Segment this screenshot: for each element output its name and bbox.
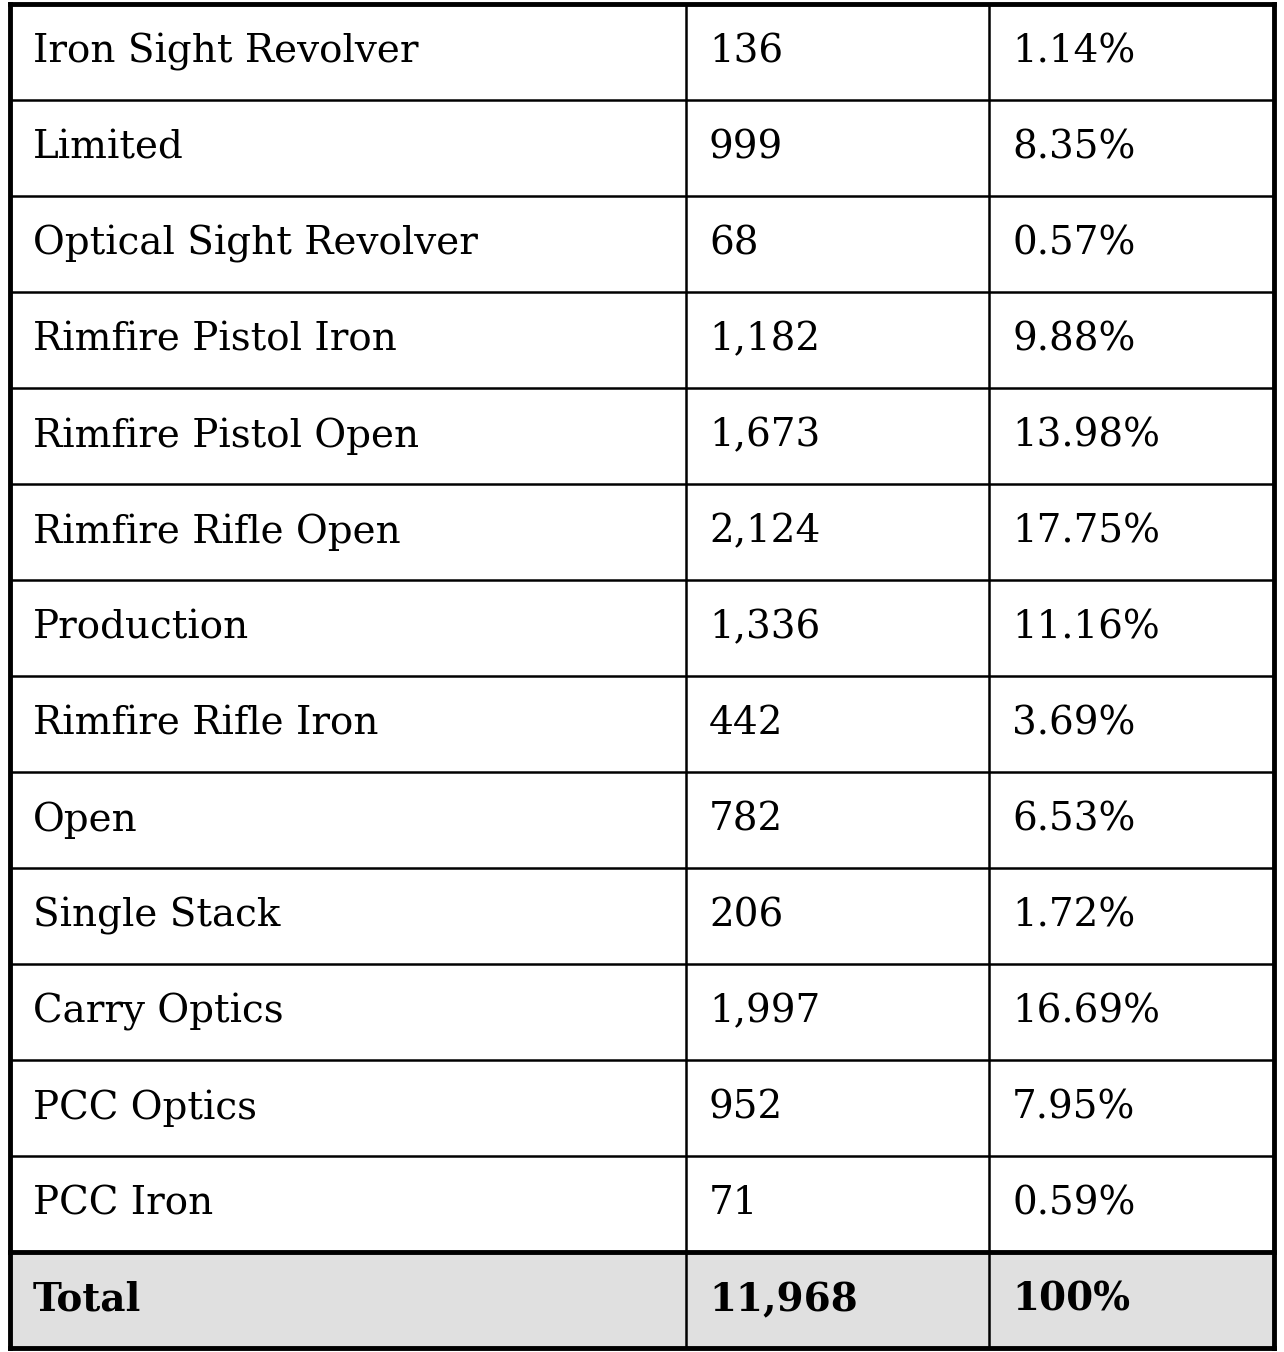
Bar xyxy=(10,676,1274,772)
Bar xyxy=(10,388,1274,484)
Bar xyxy=(10,1156,1274,1252)
Text: Rimfire Pistol Iron: Rimfire Pistol Iron xyxy=(33,322,397,358)
Bar xyxy=(10,100,1274,196)
Text: 442: 442 xyxy=(709,706,783,742)
Bar xyxy=(10,196,1274,292)
Text: 1.14%: 1.14% xyxy=(1012,34,1135,70)
Text: 206: 206 xyxy=(709,898,783,934)
Text: Production: Production xyxy=(33,610,249,646)
Text: 68: 68 xyxy=(709,226,759,262)
Text: 999: 999 xyxy=(709,130,783,166)
Text: 7.95%: 7.95% xyxy=(1012,1090,1135,1126)
Text: 3.69%: 3.69% xyxy=(1012,706,1135,742)
Bar xyxy=(10,292,1274,388)
Bar xyxy=(10,868,1274,964)
Text: 8.35%: 8.35% xyxy=(1012,130,1135,166)
Text: 2,124: 2,124 xyxy=(709,514,820,550)
Text: 1.72%: 1.72% xyxy=(1012,898,1135,934)
Text: Rimfire Rifle Open: Rimfire Rifle Open xyxy=(33,514,401,550)
Text: 71: 71 xyxy=(709,1186,759,1222)
Bar xyxy=(10,1060,1274,1156)
Text: 1,997: 1,997 xyxy=(709,994,820,1030)
Bar xyxy=(10,4,1274,100)
Text: Rimfire Rifle Iron: Rimfire Rifle Iron xyxy=(33,706,379,742)
Text: 1,336: 1,336 xyxy=(709,610,820,646)
Text: PCC Iron: PCC Iron xyxy=(33,1186,213,1222)
Text: 1,673: 1,673 xyxy=(709,418,820,454)
Bar xyxy=(10,580,1274,676)
Bar xyxy=(10,964,1274,1060)
Text: 11.16%: 11.16% xyxy=(1012,610,1159,646)
Text: Limited: Limited xyxy=(33,130,184,166)
Text: Open: Open xyxy=(33,802,137,838)
Bar xyxy=(10,1252,1274,1348)
Text: 6.53%: 6.53% xyxy=(1012,802,1135,838)
Text: Optical Sight Revolver: Optical Sight Revolver xyxy=(33,224,478,264)
Text: 13.98%: 13.98% xyxy=(1012,418,1161,454)
Text: 17.75%: 17.75% xyxy=(1012,514,1161,550)
Text: Rimfire Pistol Open: Rimfire Pistol Open xyxy=(33,418,419,454)
Text: 0.57%: 0.57% xyxy=(1012,226,1135,262)
Text: 0.59%: 0.59% xyxy=(1012,1186,1135,1222)
Text: 782: 782 xyxy=(709,802,783,838)
Text: 952: 952 xyxy=(709,1090,783,1126)
Text: 100%: 100% xyxy=(1012,1280,1130,1320)
Text: 11,968: 11,968 xyxy=(709,1280,858,1320)
Text: Total: Total xyxy=(33,1280,141,1320)
Bar xyxy=(10,772,1274,868)
Text: Single Stack: Single Stack xyxy=(33,896,280,936)
Text: Iron Sight Revolver: Iron Sight Revolver xyxy=(33,32,419,72)
Text: 136: 136 xyxy=(709,34,783,70)
Text: 9.88%: 9.88% xyxy=(1012,322,1135,358)
Bar xyxy=(10,484,1274,580)
Text: PCC Optics: PCC Optics xyxy=(33,1090,257,1126)
Text: Carry Optics: Carry Optics xyxy=(33,992,284,1032)
Text: 16.69%: 16.69% xyxy=(1012,994,1161,1030)
Text: 1,182: 1,182 xyxy=(709,322,820,358)
